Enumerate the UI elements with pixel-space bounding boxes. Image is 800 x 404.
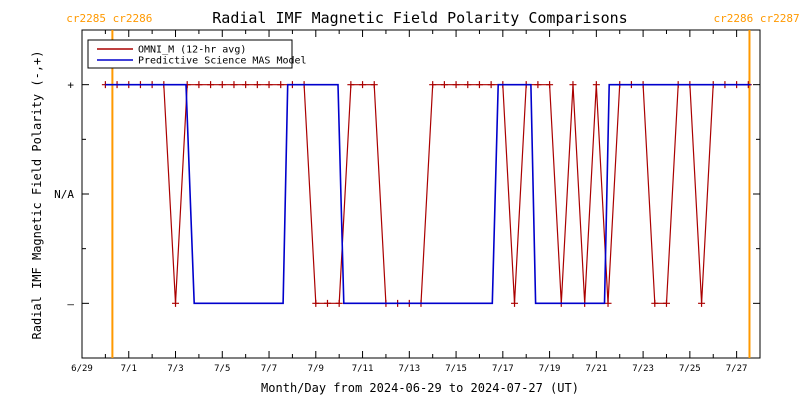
carrington-label: cr2286 cr2287 xyxy=(713,12,799,25)
series-point-0 xyxy=(312,299,320,307)
series-line-0 xyxy=(105,84,749,304)
series-point-0 xyxy=(534,81,542,89)
series-point-0 xyxy=(207,81,215,89)
series-point-0 xyxy=(277,81,285,89)
y-axis-label: Radial IMF Magnetic Field Polarity (-,+) xyxy=(30,51,44,340)
series-point-0 xyxy=(651,299,659,307)
legend-box xyxy=(87,39,293,69)
y-axis-ticks: + N/A – xyxy=(54,29,760,359)
series-point-0 xyxy=(347,81,355,89)
x-tick-label: 7/9 xyxy=(308,364,324,374)
series-point-0 xyxy=(604,299,612,307)
series-point-0 xyxy=(546,81,554,89)
x-tick-label: 7/25 xyxy=(679,364,701,374)
series-point-0 xyxy=(253,81,261,89)
series-point-0 xyxy=(172,299,180,307)
x-tick-label: 7/1 xyxy=(121,364,137,374)
legend-entry: OMNI_M (12-hr avg) xyxy=(138,45,246,56)
series-point-0 xyxy=(323,299,331,307)
series-layer xyxy=(101,81,752,307)
x-tick-label: 7/27 xyxy=(726,364,748,374)
chart-title: Radial IMF Magnetic Field Polarity Compa… xyxy=(212,9,627,27)
plot-frame xyxy=(81,29,761,359)
y-tick-label: + xyxy=(67,79,74,92)
series-point-0 xyxy=(218,81,226,89)
series-point-0 xyxy=(230,81,238,89)
x-tick-label: 7/3 xyxy=(167,364,183,374)
series-point-0 xyxy=(569,81,577,89)
carrington-label: cr2285 cr2286 xyxy=(66,12,152,25)
x-tick-label: 7/13 xyxy=(398,364,420,374)
series-point-0 xyxy=(370,81,378,89)
x-tick-label: 7/23 xyxy=(632,364,654,374)
x-tick-label: 6/29 xyxy=(71,364,93,374)
series-point-0 xyxy=(242,81,250,89)
series-point-0 xyxy=(429,81,437,89)
series-point-0 xyxy=(195,81,203,89)
x-tick-label: 7/17 xyxy=(492,364,514,374)
y-tick-label: N/A xyxy=(54,188,74,201)
series-point-0 xyxy=(487,81,495,89)
series-point-0 xyxy=(464,81,472,89)
x-tick-label: 7/5 xyxy=(214,364,230,374)
series-line-1 xyxy=(105,83,751,305)
series-point-0 xyxy=(265,81,273,89)
x-axis-ticks: 6/29 7/1 7/3 7/5 7/7 7/9 7/11 7/13 7/15 7/17 7/19 7… xyxy=(71,30,761,374)
y-tick-label: – xyxy=(67,297,74,310)
series-point-0 xyxy=(475,81,483,89)
series-point-0 xyxy=(440,81,448,89)
x-tick-label: 7/21 xyxy=(586,364,608,374)
x-tick-label: 7/15 xyxy=(445,364,467,374)
series-point-0 xyxy=(592,81,600,89)
series-point-0 xyxy=(511,299,519,307)
series-point-0 xyxy=(662,299,670,307)
x-axis-label: Month/Day from 2024-06-29 to 2024-07-27 … xyxy=(261,381,579,395)
x-tick-label: 7/19 xyxy=(539,364,561,374)
series-point-0 xyxy=(359,81,367,89)
series-point-0 xyxy=(698,299,706,307)
legend-entry: Predictive Science MAS Model xyxy=(138,56,307,67)
legend: OMNI_M (12-hr avg)Predictive Science MAS… xyxy=(87,39,307,69)
series-point-0 xyxy=(335,299,343,307)
x-tick-label: 7/7 xyxy=(261,364,277,374)
x-tick-label: 7/11 xyxy=(352,364,374,374)
series-point-0 xyxy=(452,81,460,89)
